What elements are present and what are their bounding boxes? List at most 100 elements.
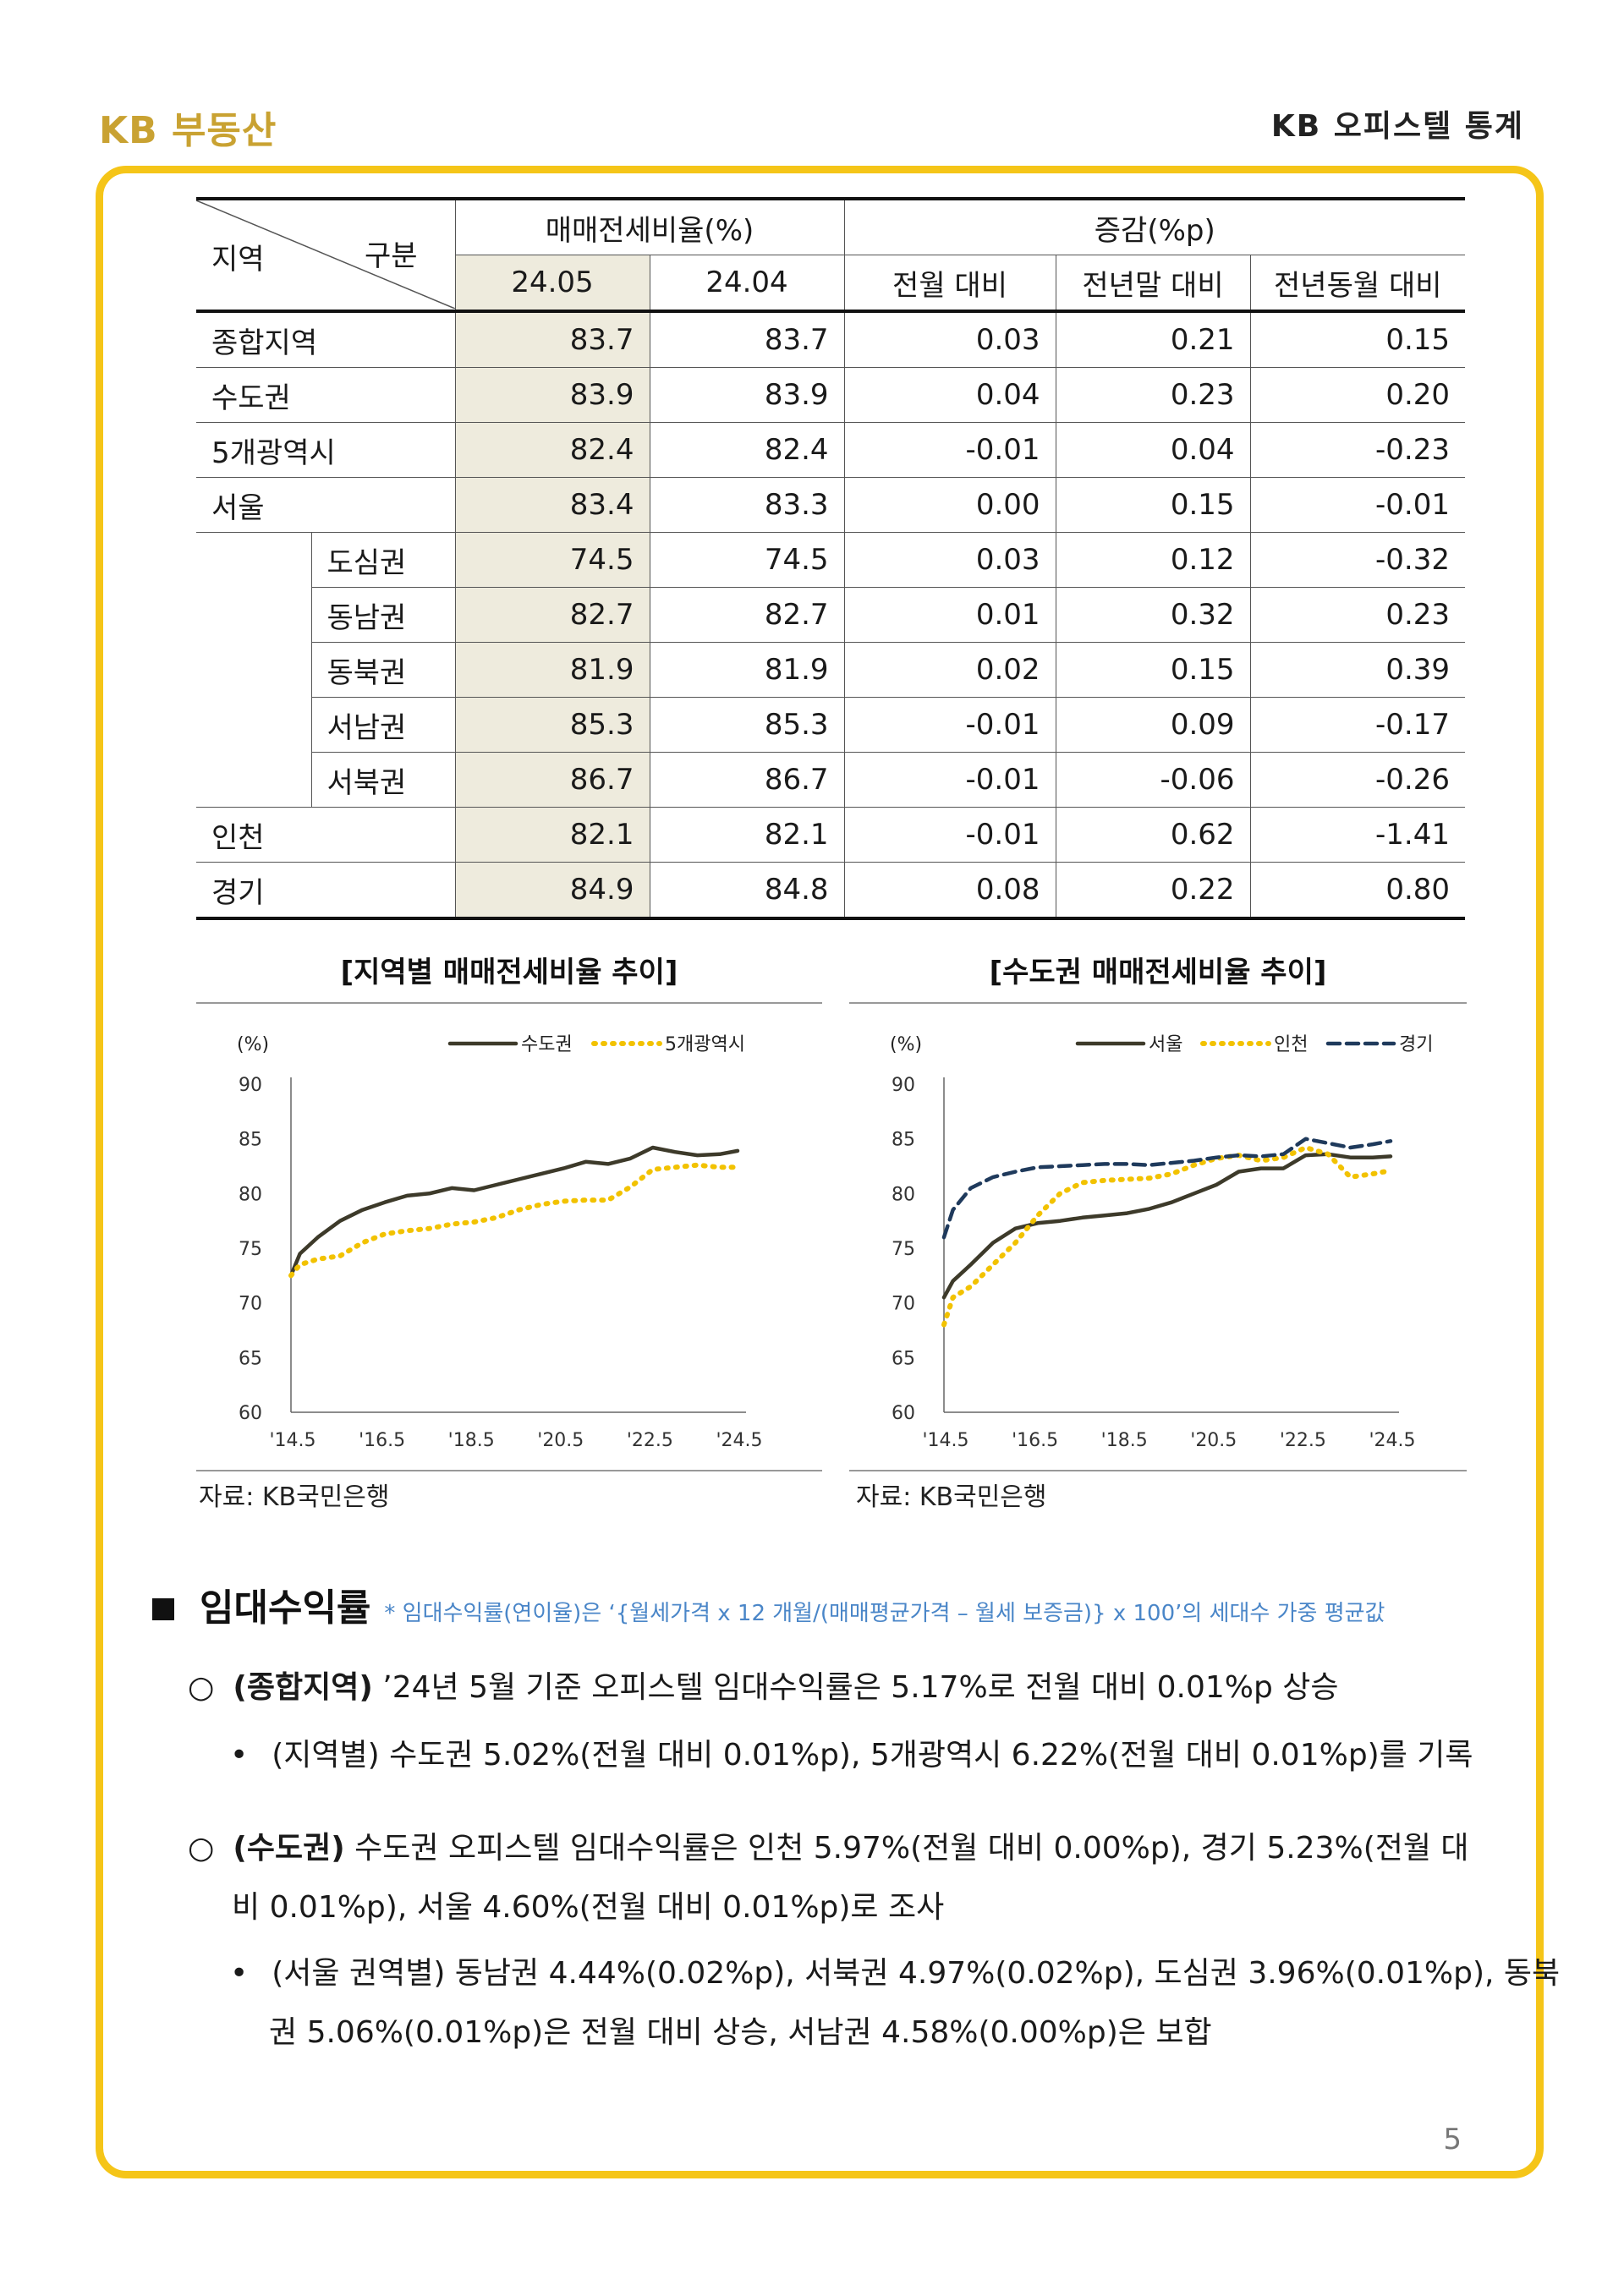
x-tick-label: '22.5 <box>627 1430 673 1451</box>
cell: 82.1 <box>649 807 845 863</box>
cell: -0.17 <box>1249 697 1466 753</box>
col-header: 24.04 <box>649 255 845 313</box>
cell: 83.9 <box>454 367 650 423</box>
cell: 85.3 <box>649 697 845 753</box>
cell: 82.1 <box>454 807 650 863</box>
series-line-서울 <box>941 1152 1393 1300</box>
cell: 82.4 <box>454 422 650 478</box>
paragraph-text: ’24년 5월 기준 오피스텔 임대수익률은 5.17%로 전월 대비 0.01… <box>372 1670 1339 1705</box>
cell: -0.26 <box>1249 752 1466 808</box>
y-tick-label: 65 <box>892 1348 915 1369</box>
series-line-수도권 <box>288 1145 740 1278</box>
row-label: 인천 <box>196 807 455 863</box>
cell: 0.39 <box>1249 642 1466 698</box>
table-row: 수도권 83.9 83.9 0.04 0.23 0.20 <box>196 367 1466 423</box>
bullet-regional: • (지역별) 수도권 5.02%(전월 대비 0.01%p), 5개광역시 6.… <box>230 1727 1473 1784</box>
x-tick-label: '14.5 <box>269 1430 315 1451</box>
col-header: 전년말 대비 <box>1055 255 1251 313</box>
row-indent <box>196 533 311 588</box>
x-tick-label: '22.5 <box>1280 1430 1326 1451</box>
table-row: 종합지역 83.7 83.7 0.03 0.21 0.15 <box>196 311 1466 368</box>
page-number: 5 <box>1443 2123 1462 2156</box>
row-label: 종합지역 <box>196 311 455 368</box>
cell: 81.9 <box>649 642 845 698</box>
cell: 86.7 <box>649 752 845 808</box>
cell: -0.01 <box>843 422 1056 478</box>
series-line-5개광역시 <box>288 1162 740 1279</box>
table-row: 동북권 81.9 81.9 0.02 0.15 0.39 <box>196 642 1466 698</box>
cell: 0.00 <box>843 477 1056 533</box>
table-corner-cell: 지역 구분 <box>196 197 455 313</box>
document-title: KB 오피스텔 통계 <box>1270 109 1524 144</box>
row-label: 경기 <box>196 862 455 920</box>
corner-category-label: 구분 <box>364 239 418 273</box>
capital-ratio-chart: (%) 90 85 80 75 70 65 60 '14.5 '16.5 '18.5 '20.5 '22… <box>890 1034 1433 1451</box>
y-tick-label: 75 <box>892 1239 915 1260</box>
diagonal-line <box>196 200 455 309</box>
y-unit-label: (%) <box>890 1034 922 1055</box>
y-tick-label: 75 <box>239 1239 262 1260</box>
x-tick-label: '16.5 <box>359 1430 405 1451</box>
chart-source: 자료: KB국민은행 <box>856 1482 1047 1512</box>
row-sublabel: 동북권 <box>310 642 455 698</box>
header-ratio-group: 매매전세비율(%) <box>454 197 845 255</box>
row-sublabel: 도심권 <box>310 532 455 588</box>
cell: 82.7 <box>649 587 845 643</box>
x-tick-label: '20.5 <box>1190 1430 1237 1451</box>
table-row: 도심권 74.5 74.5 0.03 0.12 -0.32 <box>196 532 1466 588</box>
x-tick-label: '14.5 <box>922 1430 968 1451</box>
row-label: 수도권 <box>196 367 455 423</box>
row-label: 서울 <box>196 477 455 533</box>
table-row: 서북권 86.7 86.7 -0.01 -0.06 -0.26 <box>196 752 1466 808</box>
cell: -1.41 <box>1249 807 1466 863</box>
cell: -0.01 <box>843 807 1056 863</box>
chart-top-rule <box>196 1002 822 1004</box>
cell: -0.32 <box>1249 532 1466 588</box>
paragraph-text: 수도권 오피스텔 임대수익률은 인천 5.97%(전월 대비 0.00%p), … <box>344 1831 1469 1866</box>
cell: 84.8 <box>649 862 845 920</box>
cell: 0.03 <box>843 532 1056 588</box>
cell: 0.32 <box>1055 587 1251 643</box>
cell: 0.23 <box>1055 367 1251 423</box>
chart-title-capital: [수도권 매매전세비율 추이] <box>989 956 1327 989</box>
table-row: 서남권 85.3 85.3 -0.01 0.09 -0.17 <box>196 697 1466 753</box>
cell: 83.4 <box>454 477 650 533</box>
x-tick-label: '24.5 <box>716 1430 762 1451</box>
chart-bottom-rule <box>849 1470 1467 1471</box>
x-tick-label: '18.5 <box>448 1430 495 1451</box>
x-tick-label: '20.5 <box>537 1430 584 1451</box>
cell: 0.09 <box>1055 697 1251 753</box>
series-line-인천 <box>941 1145 1393 1328</box>
legend-label: 인천 <box>1274 1034 1308 1055</box>
chart-source: 자료: KB국민은행 <box>199 1482 390 1512</box>
table-row: 5개광역시 82.4 82.4 -0.01 0.04 -0.23 <box>196 422 1466 478</box>
cell: -0.23 <box>1249 422 1466 478</box>
y-tick-label: 80 <box>892 1184 915 1205</box>
y-tick-label: 85 <box>239 1130 262 1151</box>
cell: -0.01 <box>1249 477 1466 533</box>
bullet-text: (지역별) 수도권 5.02%(전월 대비 0.01%p), 5개광역시 6.2… <box>272 1738 1473 1773</box>
content-frame <box>96 166 1544 2178</box>
cell: 0.15 <box>1055 642 1251 698</box>
row-indent <box>196 752 311 808</box>
paragraph-capital-cont: 비 0.01%p), 서울 4.60%(전월 대비 0.01%p)로 조사 <box>232 1890 945 1925</box>
bullet-text: (서울 권역별) 동남권 4.44%(0.02%p), 서북권 4.97%(0.… <box>272 1956 1561 1991</box>
table-row: 인천 82.1 82.1 -0.01 0.62 -1.41 <box>196 807 1466 863</box>
cell: 85.3 <box>454 697 650 753</box>
series-line-경기 <box>941 1137 1393 1240</box>
col-header: 전월 대비 <box>843 255 1056 313</box>
row-label: 5개광역시 <box>196 422 455 478</box>
cell: 0.80 <box>1249 862 1466 920</box>
y-tick-label: 90 <box>892 1075 915 1096</box>
dot-bullet-icon: • <box>230 1956 249 1991</box>
cell: 81.9 <box>454 642 650 698</box>
dot-bullet-icon: • <box>230 1738 249 1773</box>
row-sublabel: 동남권 <box>310 587 455 643</box>
cell: 82.4 <box>649 422 845 478</box>
circle-bullet-icon: ○ <box>188 1670 215 1705</box>
y-tick-label: 80 <box>239 1184 262 1205</box>
cell: 0.01 <box>843 587 1056 643</box>
square-bullet-icon <box>152 1598 174 1620</box>
corner-region-label: 지역 <box>211 243 265 277</box>
cell: 83.7 <box>454 311 650 368</box>
